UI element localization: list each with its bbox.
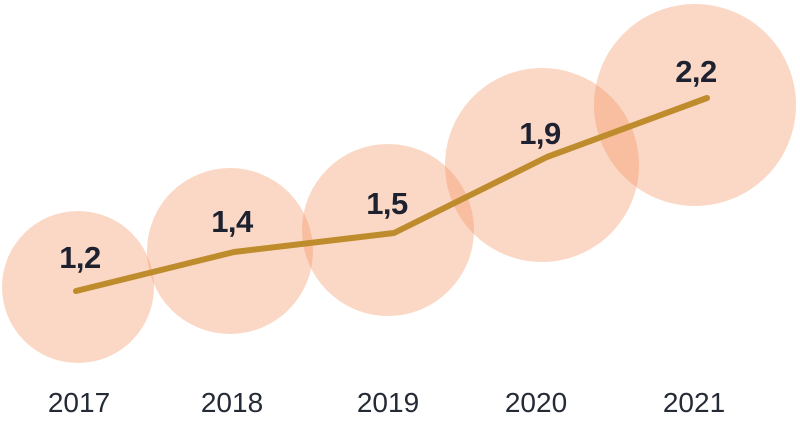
- x-tick-label-2021: 2021: [662, 387, 726, 418]
- x-tick-label-2018: 2018: [200, 387, 264, 418]
- x-tick-label-2020: 2020: [504, 387, 568, 418]
- x-tick-label-2017: 2017: [47, 387, 111, 418]
- value-label-2019: 1,5: [366, 186, 408, 221]
- value-label-2018: 1,4: [211, 204, 253, 239]
- bubble-2020: [445, 68, 639, 262]
- x-tick-label-2019: 2019: [356, 387, 420, 418]
- value-label-2017: 1,2: [59, 240, 101, 275]
- value-label-2021: 2,2: [675, 54, 717, 89]
- bubble-2019: [302, 144, 474, 316]
- bubble-2017: [2, 211, 154, 363]
- trend-line: [73, 95, 710, 294]
- value-label-2020: 1,9: [519, 116, 561, 151]
